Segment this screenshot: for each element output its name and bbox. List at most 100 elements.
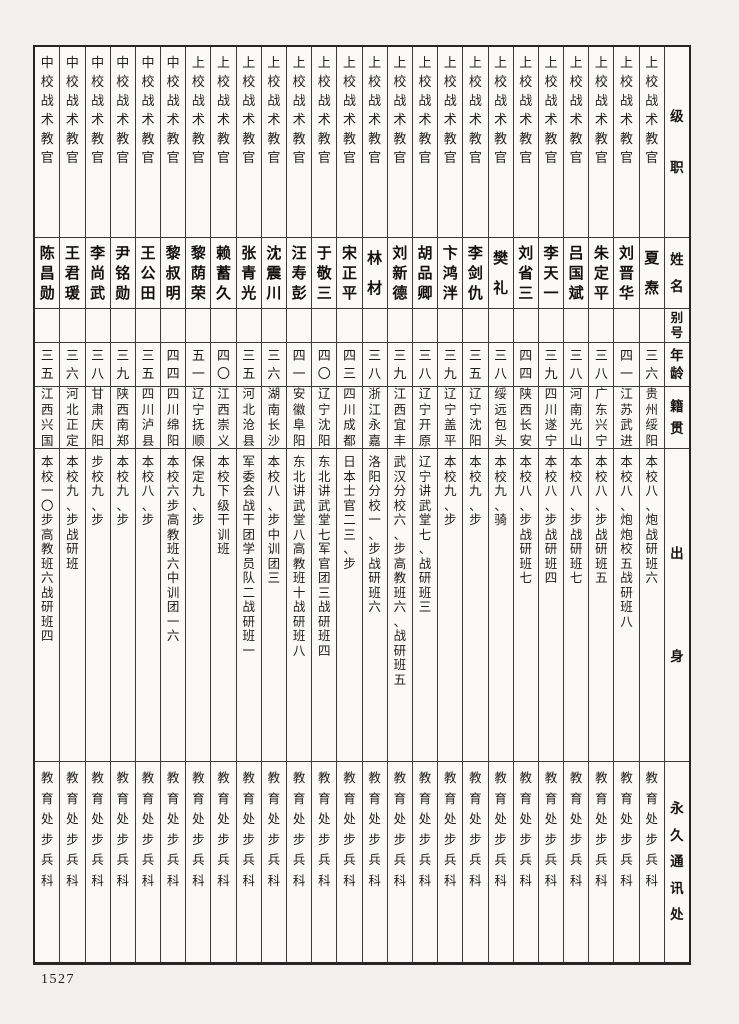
age-cell: 三八 <box>564 343 589 387</box>
alias-cell <box>312 309 337 343</box>
name-cell: 汪寿彭 <box>287 238 312 309</box>
rank-cell: 上校战术教官 <box>614 47 639 238</box>
rank-cell: 上校战术教官 <box>387 47 412 238</box>
age-cell: 三八 <box>412 343 438 387</box>
background-cell: 本校九、步 <box>463 449 488 762</box>
name-cell: 刘新德 <box>387 238 412 309</box>
native-place-cell: 湖南长沙 <box>261 387 286 449</box>
name-cell: 陈昌勋 <box>35 238 60 309</box>
person-column: 上校战术教官 林材 三八 浙江永嘉 洛阳分校一、步战研班六 教育处步兵科 <box>361 47 387 962</box>
rank-cell: 上校战术教官 <box>513 47 538 238</box>
native-place-cell: 辽宁沈阳 <box>463 387 488 449</box>
alias-cell <box>362 309 387 343</box>
age-cell: 四三 <box>337 343 362 387</box>
alias-cell <box>261 309 286 343</box>
rank-cell: 上校战术教官 <box>312 47 337 238</box>
rank-cell: 上校战术教官 <box>639 47 664 238</box>
rank-cell: 上校战术教官 <box>412 47 438 238</box>
age-cell: 三九 <box>538 343 564 387</box>
person-column: 上校战术教官 汪寿彭 四一 安徽阜阳 东北讲武堂八高教班十战研班八 教育处步兵科 <box>286 47 312 962</box>
age-cell: 四四 <box>513 343 538 387</box>
person-column: 上校战术教官 卞鸿泮 三九 辽宁盖平 本校九、步 教育处步兵科 <box>437 47 463 962</box>
name-cell: 尹铭勋 <box>110 238 135 309</box>
name-cell: 胡品卿 <box>412 238 438 309</box>
age-cell: 四一 <box>614 343 639 387</box>
alias-cell <box>387 309 412 343</box>
rank-cell: 中校战术教官 <box>60 47 85 238</box>
header-address: 永久通讯处 <box>670 801 684 923</box>
name-cell: 朱定平 <box>589 238 614 309</box>
alias-cell <box>589 309 614 343</box>
name-cell: 于敬三 <box>312 238 337 309</box>
rank-cell: 上校战术教官 <box>488 47 513 238</box>
native-place-cell: 辽宁盖平 <box>438 387 463 449</box>
rank-cell: 中校战术教官 <box>135 47 161 238</box>
alias-cell <box>438 309 463 343</box>
person-column: 上校战术教官 李剑仇 三五 辽宁沈阳 本校九、步 教育处步兵科 <box>462 47 488 962</box>
name-cell: 黎荫荣 <box>186 238 211 309</box>
native-place-cell: 广东兴宁 <box>589 387 614 449</box>
alias-cell <box>488 309 513 343</box>
rank-cell: 上校战术教官 <box>538 47 564 238</box>
alias-cell <box>337 309 362 343</box>
page-number: 1527 <box>41 972 75 987</box>
native-place-cell: 辽宁开原 <box>412 387 438 449</box>
address-cell: 教育处步兵科 <box>292 771 306 888</box>
person-column: 中校战术教官 陈昌勋 三五 江西兴国 本校一〇步高教班六战研班四 教育处步兵科 <box>35 47 60 962</box>
native-place-cell: 甘肃庆阳 <box>85 387 110 449</box>
name-cell: 黎叔明 <box>161 238 186 309</box>
person-column: 上校战术教官 樊礼 三八 绥远包头 本校九、骑 教育处步兵科 <box>487 47 513 962</box>
address-cell: 教育处步兵科 <box>443 771 457 888</box>
rank-cell: 上校战术教官 <box>564 47 589 238</box>
background-cell: 本校一〇步高教班六战研班四 <box>35 449 60 762</box>
alias-cell <box>513 309 538 343</box>
background-cell: 本校九、步战研班 <box>60 449 85 762</box>
address-cell: 教育处步兵科 <box>242 771 255 888</box>
background-cell: 步校九、步 <box>85 449 110 762</box>
background-cell: 本校八、步战研班五 <box>589 449 614 762</box>
alias-cell <box>60 309 85 343</box>
address-cell: 教育处步兵科 <box>645 771 658 888</box>
age-cell: 五一 <box>186 343 211 387</box>
name-cell: 刘省三 <box>513 238 538 309</box>
header-age: 年龄 <box>664 343 689 387</box>
native-place-cell: 江西崇义 <box>211 387 236 449</box>
header-native-place: 籍贯 <box>664 387 689 449</box>
background-cell: 本校六步高教班六中训团一六 <box>161 449 186 762</box>
age-cell: 三九 <box>438 343 463 387</box>
alias-cell <box>110 309 135 343</box>
person-column: 上校战术教官 于敬三 四〇 辽宁沈阳 东北讲武堂七军官团三战研班四 教育处步兵科 <box>311 47 337 962</box>
name-cell: 樊礼 <box>488 238 513 309</box>
address-cell: 教育处步兵科 <box>418 771 432 888</box>
address-cell: 教育处步兵科 <box>217 771 230 888</box>
rank-cell: 上校战术教官 <box>287 47 312 238</box>
age-cell: 四四 <box>161 343 186 387</box>
address-cell: 教育处步兵科 <box>318 771 331 888</box>
person-column: 上校战术教官 刘省三 四四 陕西长安 本校八、步战研班七 教育处步兵科 <box>512 47 538 962</box>
name-cell: 沈震川 <box>261 238 286 309</box>
native-place-cell: 安徽阜阳 <box>287 387 312 449</box>
name-cell: 林材 <box>362 238 387 309</box>
age-cell: 三六 <box>261 343 286 387</box>
native-place-cell: 河北沧县 <box>236 387 261 449</box>
header-name: 姓名 <box>664 238 689 309</box>
native-place-cell: 陕西长安 <box>513 387 538 449</box>
rank-cell: 上校战术教官 <box>362 47 387 238</box>
age-cell: 三八 <box>488 343 513 387</box>
alias-cell <box>412 309 438 343</box>
alias-cell <box>161 309 186 343</box>
address-cell: 教育处步兵科 <box>91 771 104 888</box>
person-column: 上校战术教官 夏焘 三六 贵州绥阳 本校八、炮战研班六 教育处步兵科 <box>638 47 664 962</box>
age-cell: 三八 <box>362 343 387 387</box>
person-column: 中校战术教官 王君瑗 三六 河北正定 本校九、步战研班 教育处步兵科 <box>59 47 85 962</box>
person-column: 上校战术教官 沈震川 三六 湖南长沙 本校八、步中训团三 教育处步兵科 <box>260 47 286 962</box>
address-cell: 教育处步兵科 <box>141 771 155 888</box>
alias-cell <box>85 309 110 343</box>
name-cell: 吕国斌 <box>564 238 589 309</box>
rank-cell: 上校战术教官 <box>337 47 362 238</box>
background-cell: 本校八、步 <box>135 449 161 762</box>
background-cell: 本校八、炮战研班六 <box>639 449 664 762</box>
person-column: 上校战术教官 刘新德 三九 江西宜丰 武汉分校六、步高教班六、战研班五 教育处步… <box>386 47 412 962</box>
background-cell: 日本士官二三、步 <box>337 449 362 762</box>
age-cell: 三五 <box>463 343 488 387</box>
